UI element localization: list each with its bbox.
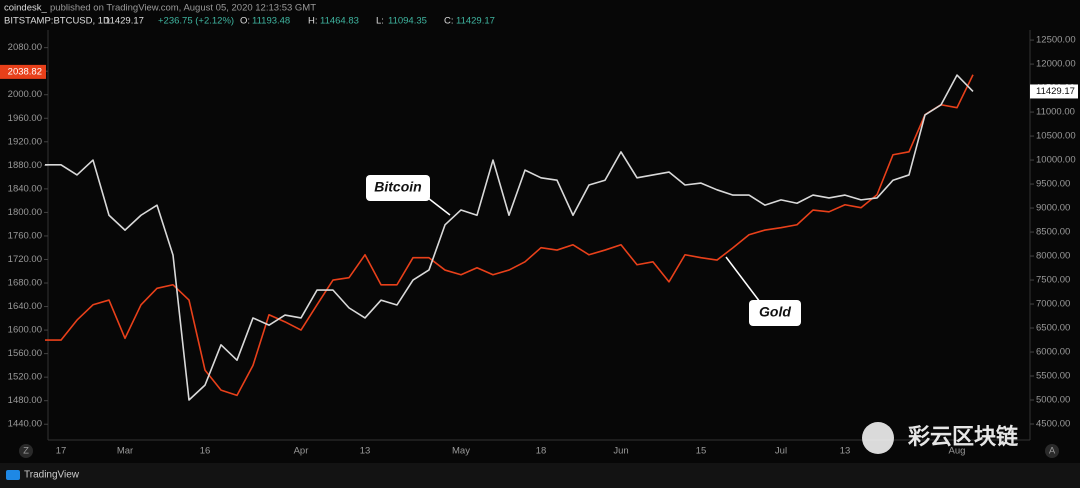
button[interactable] — [19, 444, 33, 458]
ohlc-label: L: — [376, 16, 384, 27]
y2-tick-label: 12500.00 — [1036, 35, 1076, 46]
y-tick-label: 1800.00 — [8, 207, 42, 218]
y-tick-label: 2080.00 — [8, 42, 42, 53]
y2-tick-label: 11000.00 — [1036, 107, 1075, 118]
x-tick-label: May — [452, 446, 470, 457]
callout-box — [749, 300, 801, 326]
y-tick-label: 1920.00 — [8, 136, 42, 147]
x-tick-label: 13 — [360, 446, 371, 457]
y-tick-label: 1840.00 — [8, 183, 42, 194]
footer-bar — [0, 463, 1080, 488]
ohlc-value: 11094.35 — [388, 16, 427, 27]
y2-tick-label: 8000.00 — [1036, 251, 1070, 262]
y2-tick-label: 5000.00 — [1036, 395, 1070, 406]
ohlc-value: 11193.48 — [252, 16, 290, 27]
y2-tick-label: 6000.00 — [1036, 347, 1070, 358]
ohlc-label: O: — [240, 16, 250, 27]
y2-tick-label: 9000.00 — [1036, 203, 1070, 214]
publisher: coindesk_ — [4, 3, 47, 14]
y-tick-label: 1520.00 — [8, 372, 42, 383]
y-tick-label: 1560.00 — [8, 348, 42, 359]
callout-box — [366, 175, 430, 201]
brand[interactable]: TradingView — [24, 470, 80, 481]
x-tick-label: 17 — [56, 446, 67, 457]
price-tag-label: 11429.17 — [1036, 86, 1075, 97]
button-label[interactable]: Z — [23, 446, 29, 457]
button-label[interactable]: A — [1049, 446, 1056, 457]
y-tick-label: 1440.00 — [8, 419, 42, 430]
y2-tick-label: 9500.00 — [1036, 179, 1070, 190]
x-tick-label: 18 — [536, 446, 547, 457]
y2-tick-label: 4500.00 — [1036, 419, 1070, 430]
price-tag — [0, 64, 46, 79]
y-tick-label: 1640.00 — [8, 301, 42, 312]
ohlc-value: 11464.83 — [320, 16, 359, 27]
published: published on TradingView.com, August 05,… — [50, 3, 316, 14]
callouts: Bitcoin Gold — [366, 175, 801, 326]
x-tick-label: 16 — [200, 446, 211, 457]
y-tick-label: 1880.00 — [8, 160, 42, 171]
y-tick-label: 1480.00 — [8, 395, 42, 406]
x-tick-label: Aug — [949, 446, 966, 457]
x-tick-label: Jul — [775, 446, 787, 457]
ohlc-value: 11429.17 — [456, 16, 495, 27]
y2-tick-label: 10500.00 — [1036, 131, 1076, 142]
watermark: 彩云区块链 — [907, 424, 1018, 449]
x-tick-label: Jun — [613, 446, 628, 457]
price-tag — [1030, 84, 1078, 99]
series-line — [45, 74, 974, 397]
x-tick-label: 15 — [696, 446, 707, 457]
button[interactable] — [1045, 444, 1059, 458]
y-tick-label: 1680.00 — [8, 278, 42, 289]
y-tick-label: 2000.00 — [8, 89, 42, 100]
brand-logo — [6, 470, 20, 480]
y2-tick-label: 7500.00 — [1036, 275, 1070, 286]
y-tick-label: 1960.00 — [8, 113, 42, 124]
x-tick-label: Mar — [117, 446, 133, 457]
watermark-icon — [862, 422, 894, 454]
y2-tick-label: 8500.00 — [1036, 227, 1070, 238]
series-label: Gold — [759, 304, 791, 320]
pointer — [725, 256, 761, 303]
symbol: BITSTAMP:BTCUSD, 1D — [4, 16, 110, 27]
y-tick-label: 1760.00 — [8, 230, 42, 241]
y2-tick-label: 5500.00 — [1036, 371, 1070, 382]
series-line — [45, 74, 974, 401]
y2-tick-label: 7000.00 — [1036, 299, 1070, 310]
series-label: Bitcoin — [374, 179, 421, 195]
price-tag-label: 2038.82 — [8, 66, 42, 77]
ohlc-label: C: — [444, 16, 454, 27]
pointer — [427, 197, 451, 216]
y-tick-label: 1600.00 — [8, 325, 42, 336]
y-tick-label: 1720.00 — [8, 254, 42, 265]
x-tick-label: Apr — [294, 446, 309, 457]
ohlc-label: H: — [308, 16, 318, 27]
change: +236.75 (+2.12%) — [158, 16, 234, 27]
last-price: 11429.17 — [105, 16, 144, 27]
y2-tick-label: 10000.00 — [1036, 155, 1076, 166]
y2-tick-label: 12000.00 — [1036, 59, 1076, 70]
y2-tick-label: 6500.00 — [1036, 323, 1070, 334]
x-tick-label: 13 — [840, 446, 851, 457]
